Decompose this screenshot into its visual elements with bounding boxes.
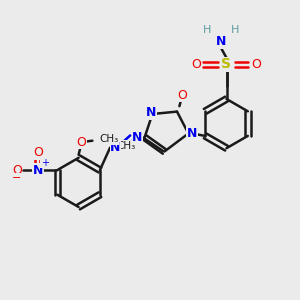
Text: N: N xyxy=(33,164,43,177)
Text: S: S xyxy=(221,58,232,71)
Text: O: O xyxy=(192,58,201,71)
Text: N: N xyxy=(110,141,121,154)
Text: N: N xyxy=(146,106,156,119)
Text: N: N xyxy=(132,131,142,144)
Text: H: H xyxy=(231,25,240,35)
Text: N: N xyxy=(187,127,197,140)
Text: O: O xyxy=(252,58,261,71)
Text: O: O xyxy=(76,136,86,149)
Text: −: − xyxy=(12,173,22,184)
Text: N: N xyxy=(216,35,226,48)
Text: O: O xyxy=(178,88,187,102)
Text: O: O xyxy=(33,146,43,159)
Text: +: + xyxy=(41,158,49,168)
Text: O: O xyxy=(12,164,22,177)
Text: CH₃: CH₃ xyxy=(116,141,136,151)
Text: H: H xyxy=(203,25,211,35)
Text: CH₃: CH₃ xyxy=(100,134,119,144)
